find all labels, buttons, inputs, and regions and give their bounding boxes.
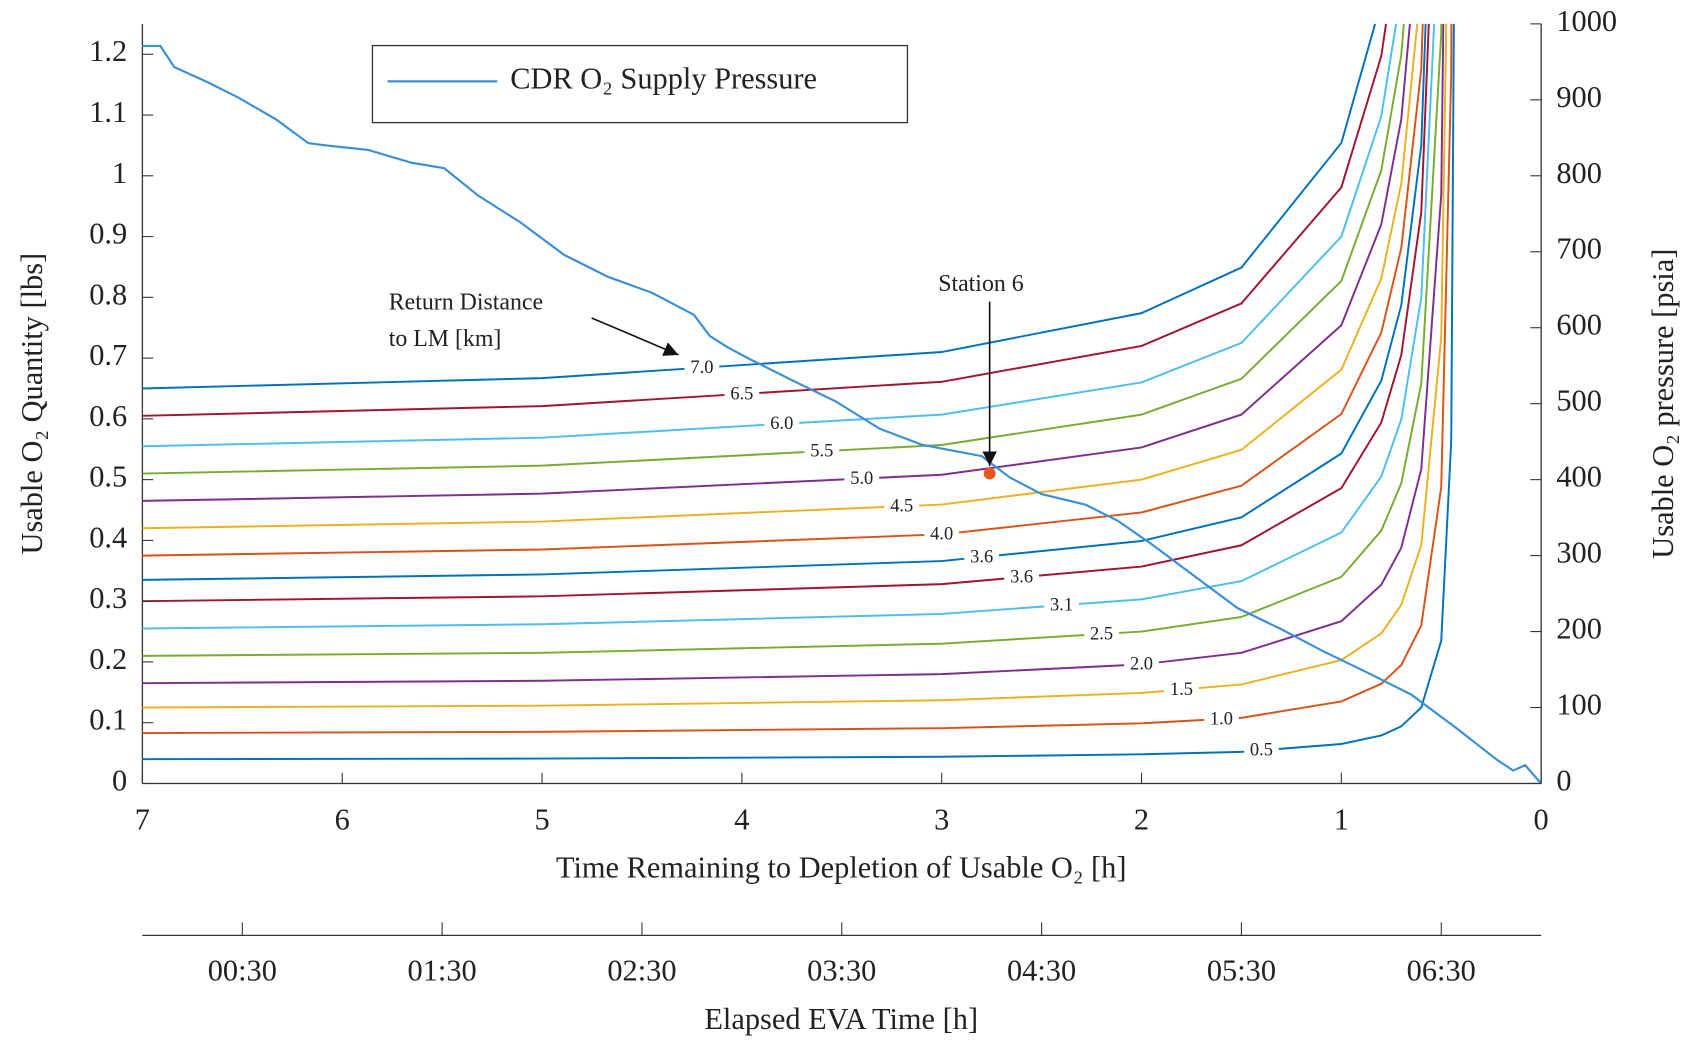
y2-tick-label: 900 — [1556, 80, 1602, 114]
contour-line — [142, 23, 1387, 417]
y2-axis-title: Usable O₂ pressure [psia] — [1646, 249, 1680, 559]
contour-line — [142, 23, 1445, 685]
legend-label: CDR O₂ Supply Pressure — [510, 61, 817, 95]
y-tick-label: 0.8 — [89, 277, 127, 311]
secondary-x-axis-title: Elapsed EVA Time [h] — [704, 1002, 978, 1036]
contour-label-bg — [924, 523, 960, 546]
secondary-x-tick-label: 00:30 — [208, 953, 277, 987]
series-line — [142, 44, 1542, 785]
y2-tick-label: 700 — [1556, 232, 1602, 266]
contour-label-bg — [724, 383, 760, 405]
secondary-x-tick-label: 02:30 — [607, 953, 676, 987]
contour-label: 3.1 — [1050, 595, 1073, 615]
contour-label: 1.5 — [1170, 679, 1193, 699]
y2-tick-label: 300 — [1556, 536, 1602, 570]
contour-label-bg — [684, 356, 720, 379]
contour-line — [142, 23, 1443, 657]
y2-tick-label: 0 — [1556, 763, 1571, 797]
contour-label: 5.5 — [810, 441, 833, 461]
contour-label-bg — [804, 440, 840, 463]
contour-label-bg — [844, 467, 880, 490]
y2-tick-label: 800 — [1556, 156, 1602, 190]
y2-tick-label: 600 — [1556, 308, 1602, 342]
y-tick-label: 0.7 — [89, 338, 127, 372]
contour-label-bg — [1164, 678, 1199, 701]
y-tick-label: 0.2 — [89, 642, 127, 676]
contour-label-bg — [1204, 708, 1239, 730]
y2-tick-label: 200 — [1556, 612, 1602, 646]
annotation-arrow — [591, 317, 679, 356]
x-tick-label: 0 — [1534, 803, 1549, 837]
secondary-x-tick-label: 01:30 — [408, 953, 477, 987]
y-tick-label: 0.9 — [89, 217, 127, 251]
y-tick-label: 0 — [112, 763, 127, 797]
contour-label-bg — [964, 546, 1000, 568]
y2-tick-label: 400 — [1556, 460, 1602, 494]
y-axis-title: Usable O₂ Quantity [lbs] — [15, 253, 49, 555]
marker-point — [983, 467, 996, 480]
contour-line — [142, 23, 1377, 390]
contour-label: 4.5 — [890, 496, 913, 516]
contour-label: 5.0 — [850, 468, 873, 488]
contour-label: 6.5 — [730, 383, 753, 403]
overlay-group: 0.5 1.0 1.5 2.0 2.5 3.1 3.6 3.6 4.0 4.5 5.0 5.5 6.0 6… — [142, 44, 1542, 785]
x-tick-label: 4 — [734, 803, 749, 837]
contour-label: 3.6 — [1010, 566, 1033, 586]
contour-label-bg — [1244, 739, 1279, 762]
annotation-text: Return Distance — [389, 289, 543, 315]
contour-label: 6.0 — [770, 413, 793, 433]
contour-line — [142, 23, 1427, 581]
y-tick-label: 0.4 — [89, 520, 127, 554]
y-tick-label: 1.1 — [89, 95, 127, 129]
contour-label: 4.0 — [930, 524, 953, 544]
contour-label: 2.5 — [1090, 623, 1113, 643]
x-tick-label: 5 — [534, 803, 549, 837]
x-tick-label: 7 — [135, 803, 150, 837]
contour-label-bg — [1124, 653, 1159, 676]
x-tick-label: 2 — [1134, 803, 1149, 837]
contour-group — [142, 23, 1455, 761]
x-tick-label: 6 — [335, 803, 350, 837]
contour-line — [142, 23, 1455, 761]
contour-label: 1.0 — [1210, 708, 1233, 728]
x-axis-title: Time Remaining to Depletion of Usable O₂… — [556, 850, 1126, 884]
contour-line — [142, 23, 1430, 603]
legend-box — [371, 44, 909, 124]
contour-label: 7.0 — [690, 357, 713, 377]
y2-tick-label: 100 — [1556, 687, 1602, 721]
y2-tick-label: 1000 — [1556, 4, 1617, 38]
y-tick-label: 0.5 — [89, 460, 127, 494]
marker-label: Station 6 — [938, 271, 1024, 297]
contour-line — [142, 23, 1453, 735]
contour-line — [142, 23, 1405, 475]
y-tick-label: 1.2 — [89, 34, 127, 68]
contour-label-bg — [1044, 594, 1079, 617]
contour-label: 3.6 — [970, 546, 993, 566]
contour-label: 2.0 — [1130, 654, 1153, 674]
y-tick-label: 0.3 — [89, 581, 127, 615]
y-tick-label: 0.1 — [89, 703, 127, 737]
secondary-x-tick-label: 04:30 — [1007, 953, 1076, 987]
secondary-x-tick-label: 05:30 — [1207, 953, 1276, 987]
contour-line — [142, 23, 1419, 530]
contour-label-bg — [764, 412, 800, 435]
contour-line — [142, 23, 1411, 502]
secondary-x-tick-label: 06:30 — [1407, 953, 1476, 987]
contour-label: 0.5 — [1250, 740, 1273, 760]
x-tick-label: 3 — [934, 803, 949, 837]
y-tick-label: 0.6 — [89, 399, 127, 433]
contour-line — [142, 23, 1436, 630]
contour-label-bg — [1084, 623, 1119, 645]
contour-label-bg — [1004, 566, 1039, 588]
x-tick-label: 1 — [1334, 803, 1349, 837]
contour-line — [142, 23, 1424, 557]
contour-line — [142, 23, 1398, 448]
y2-tick-label: 500 — [1556, 384, 1602, 418]
y-tick-label: 1 — [112, 156, 127, 190]
annotation-text: to LM [km] — [389, 326, 502, 352]
secondary-x-tick-label: 03:30 — [807, 953, 876, 987]
contour-label-bg — [884, 495, 920, 518]
